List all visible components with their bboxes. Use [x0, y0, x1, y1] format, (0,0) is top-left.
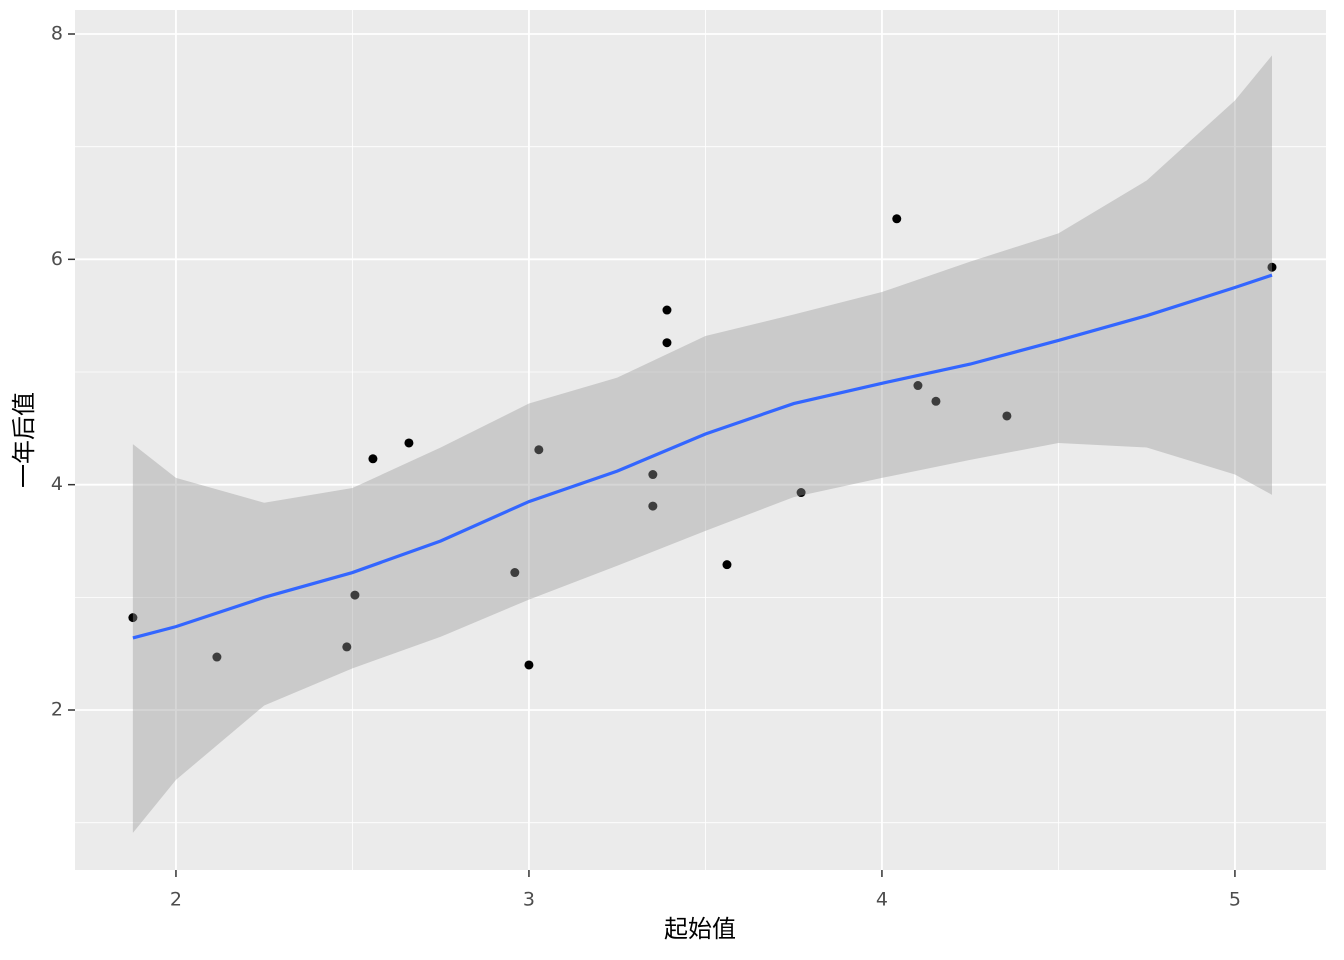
y-axis-title: 一年后值 — [10, 392, 38, 488]
point — [931, 396, 941, 406]
point — [524, 660, 534, 670]
x-tick-label: 3 — [523, 889, 535, 911]
x-tick-label: 4 — [876, 889, 888, 911]
point — [796, 488, 806, 498]
x-axis-title: 起始值 — [664, 915, 736, 943]
x-tick-label: 5 — [1229, 889, 1241, 911]
point — [662, 305, 672, 315]
y-tick-label: 6 — [51, 248, 63, 270]
point — [368, 454, 378, 464]
confidence-band — [132, 55, 1272, 833]
point — [662, 338, 672, 348]
point — [212, 652, 222, 662]
y-tick-label: 4 — [51, 473, 63, 495]
point — [722, 560, 732, 570]
point — [404, 438, 414, 448]
y-tick-label: 8 — [51, 22, 63, 44]
point — [350, 590, 360, 600]
point — [913, 381, 923, 391]
point — [510, 568, 520, 578]
point — [1267, 262, 1277, 272]
smooth-line — [132, 273, 1273, 640]
y-tick-label: 2 — [51, 699, 63, 721]
panel — [75, 10, 1326, 870]
point — [1002, 411, 1012, 421]
x-tick-label: 2 — [170, 889, 182, 911]
point — [128, 613, 138, 623]
point — [892, 214, 902, 224]
point — [648, 501, 658, 511]
point — [342, 642, 352, 652]
point — [534, 445, 544, 455]
point — [648, 470, 658, 480]
